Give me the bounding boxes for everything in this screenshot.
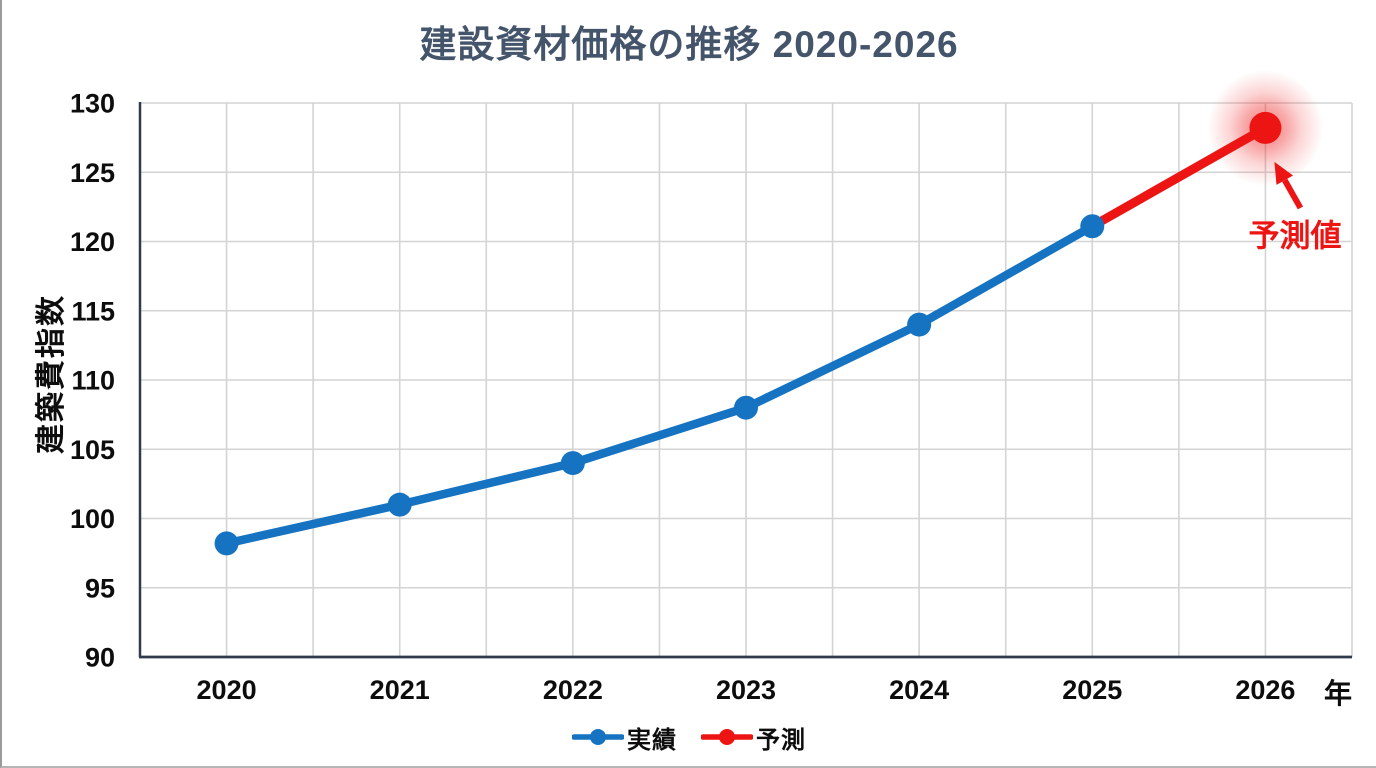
data-point-実績-2025	[1080, 214, 1105, 239]
y-tick-label: 120	[70, 227, 115, 257]
series-line-実績	[222, 222, 1097, 548]
x-tick-label: 2022	[543, 675, 603, 705]
x-axis-unit-label: 年	[1324, 678, 1353, 709]
y-tick-label: 125	[70, 158, 115, 188]
x-tick-label: 2026	[1235, 675, 1295, 705]
y-tick-label: 90	[85, 643, 115, 673]
series-line-予測	[1087, 123, 1270, 231]
data-point-実績-2023	[734, 395, 758, 420]
y-tick-label: 100	[70, 504, 115, 534]
legend: 実績 予測	[2, 720, 1376, 755]
x-tick-label: 2024	[889, 675, 949, 705]
data-point-実績-2021	[387, 492, 412, 517]
y-tick-label: 130	[70, 89, 115, 119]
y-tick-label: 115	[71, 296, 115, 326]
x-tick-label: 2021	[370, 675, 430, 705]
chart-title: 建設資材価格の推移 2020-2026	[419, 24, 959, 65]
legend-label: 実績	[627, 726, 677, 754]
data-point-実績-2024	[907, 312, 932, 337]
data-point-予測-2026	[1249, 111, 1282, 144]
x-tick-label: 2025	[1062, 675, 1122, 705]
y-tick-label: 110	[71, 366, 115, 396]
x-tick-label: 2023	[716, 675, 776, 705]
forecast-annotation-label: 予測値	[1248, 218, 1342, 254]
y-tick-label: 105	[70, 435, 115, 465]
x-tick-label: 2020	[197, 675, 257, 705]
legend-marker-icon	[572, 729, 624, 745]
data-point-実績-2022	[560, 451, 585, 476]
legend-label: 予測	[756, 726, 806, 754]
annotation-arrow-head	[1274, 161, 1294, 185]
annotation-arrow-shaft	[1282, 178, 1304, 210]
data-point-実績-2020	[214, 531, 239, 556]
y-tick-label: 95	[85, 573, 115, 603]
legend-item-予測: 予測	[701, 720, 806, 755]
legend-marker-icon	[701, 729, 753, 745]
legend-item-実績: 実績	[572, 720, 677, 755]
